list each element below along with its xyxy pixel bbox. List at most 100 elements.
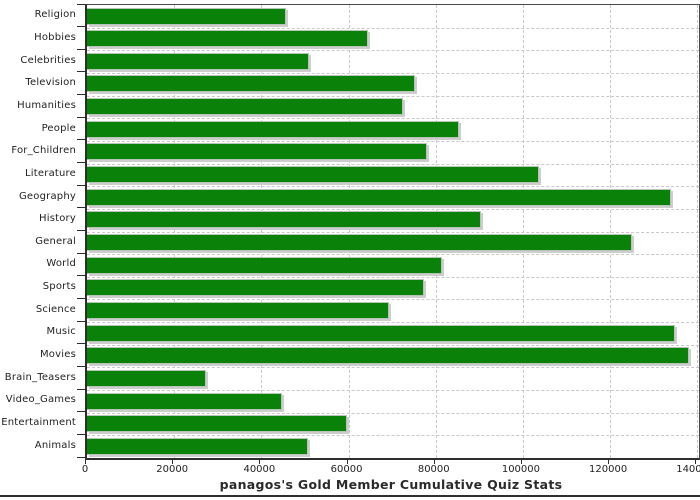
gridline-horizontal (87, 412, 699, 414)
y-axis-tick (77, 275, 85, 277)
y-axis-tick (77, 456, 85, 458)
x-axis-tick (695, 459, 697, 464)
category-label-literature: Literature (25, 167, 76, 179)
y-axis-tick (77, 71, 85, 73)
y-axis-tick (77, 139, 85, 141)
gridline-horizontal (87, 208, 699, 210)
category-label-celebrities: Celebrities (20, 54, 76, 66)
y-axis-tick (77, 252, 85, 254)
category-label-brain_teasers: Brain_Teasers (4, 371, 76, 383)
category-label-world: World (46, 258, 76, 270)
x-axis-label-20000: 20000 (156, 464, 189, 475)
bar-television (87, 75, 415, 93)
plot-area (85, 4, 700, 460)
y-axis-tick (77, 433, 85, 435)
bar-brain_teasers (87, 369, 206, 387)
gridline-horizontal (87, 367, 699, 369)
gridline-horizontal (87, 118, 699, 120)
y-axis-tick (77, 116, 85, 118)
y-axis-tick (77, 184, 85, 186)
bar-sports (87, 279, 424, 297)
category-label-television: Television (25, 77, 76, 89)
gridline-horizontal (87, 322, 699, 324)
gridline-horizontal (87, 140, 699, 142)
category-label-science: Science (35, 303, 76, 315)
x-axis-tick (172, 459, 174, 464)
gridline-horizontal (87, 435, 699, 437)
x-axis-tick (85, 459, 86, 464)
category-label-video_games: Video_Games (5, 394, 76, 406)
bar-general (87, 234, 633, 251)
y-axis-tick (77, 26, 85, 28)
bar-music (87, 324, 675, 342)
x-axis-tick (433, 459, 435, 464)
bar-world (87, 256, 442, 274)
gridline-horizontal (87, 27, 699, 29)
y-axis-tick (77, 320, 85, 322)
y-axis-tick (77, 162, 85, 164)
bar-geography (87, 188, 671, 206)
bar-celebrities (87, 52, 310, 70)
category-label-general: General (35, 235, 76, 247)
x-axis-tick (346, 459, 348, 464)
bar-hobbies (87, 30, 369, 48)
category-label-movies: Movies (39, 349, 76, 361)
y-axis-tick (77, 365, 85, 367)
bar-religion (87, 7, 286, 25)
category-label-geography: Geography (18, 190, 76, 202)
bar-literature (87, 166, 540, 184)
gridline-horizontal (87, 163, 699, 165)
x-axis-tick (520, 459, 522, 464)
bar-entertainment (87, 415, 347, 433)
bar-video_games (87, 392, 283, 410)
gridline-horizontal (87, 186, 699, 188)
category-label-religion: Religion (34, 9, 76, 21)
x-axis-label-100000: 100000 (501, 464, 541, 475)
category-label-hobbies: Hobbies (34, 31, 76, 43)
x-axis-label-140000: 140000 (676, 464, 700, 475)
category-label-music: Music (46, 326, 76, 338)
bar-animals (87, 437, 309, 455)
category-label-animals: Animals (34, 439, 76, 451)
x-axis-label-40000: 40000 (243, 464, 276, 475)
gridline-horizontal (87, 254, 699, 256)
bar-people (87, 120, 460, 138)
bar-for_children (87, 143, 427, 161)
y-axis-tick (77, 388, 85, 390)
gridline-horizontal (87, 344, 699, 346)
gridline-horizontal (87, 299, 699, 301)
x-axis-label-80000: 80000 (417, 464, 450, 475)
bar-science (87, 301, 390, 319)
bar-movies (87, 347, 689, 365)
x-axis-label-0: 0 (81, 464, 89, 475)
gridline-horizontal (87, 276, 699, 278)
x-axis-label-120000: 120000 (589, 464, 628, 475)
gridline-horizontal (87, 231, 699, 233)
bar-history (87, 211, 482, 229)
y-axis-tick (77, 94, 85, 96)
x-axis-tick (259, 459, 261, 464)
x-axis-label-60000: 60000 (330, 464, 363, 475)
category-label-sports: Sports (42, 281, 76, 293)
category-label-people: People (41, 122, 76, 134)
y-axis-tick (77, 411, 85, 413)
gridline-horizontal (87, 72, 699, 74)
gridline-horizontal (87, 50, 699, 52)
y-axis-tick (77, 230, 85, 231)
bottom-divider (0, 495, 700, 497)
y-axis-tick (77, 297, 85, 299)
y-axis-tick (77, 207, 85, 209)
category-label-entertainment: Entertainment (1, 417, 76, 429)
category-label-for_children: For_Children (11, 145, 76, 157)
y-axis-tick (77, 48, 85, 50)
bar-humanities (87, 98, 404, 116)
category-label-humanities: Humanities (17, 99, 76, 111)
y-axis-tick (77, 343, 85, 345)
chart-title: panagos's Gold Member Cumulative Quiz St… (219, 477, 563, 492)
category-label-history: History (39, 213, 76, 225)
y-axis-tick (77, 3, 85, 5)
gridline-horizontal (87, 390, 699, 392)
gridline-horizontal (87, 95, 699, 97)
x-axis-tick (608, 459, 610, 464)
